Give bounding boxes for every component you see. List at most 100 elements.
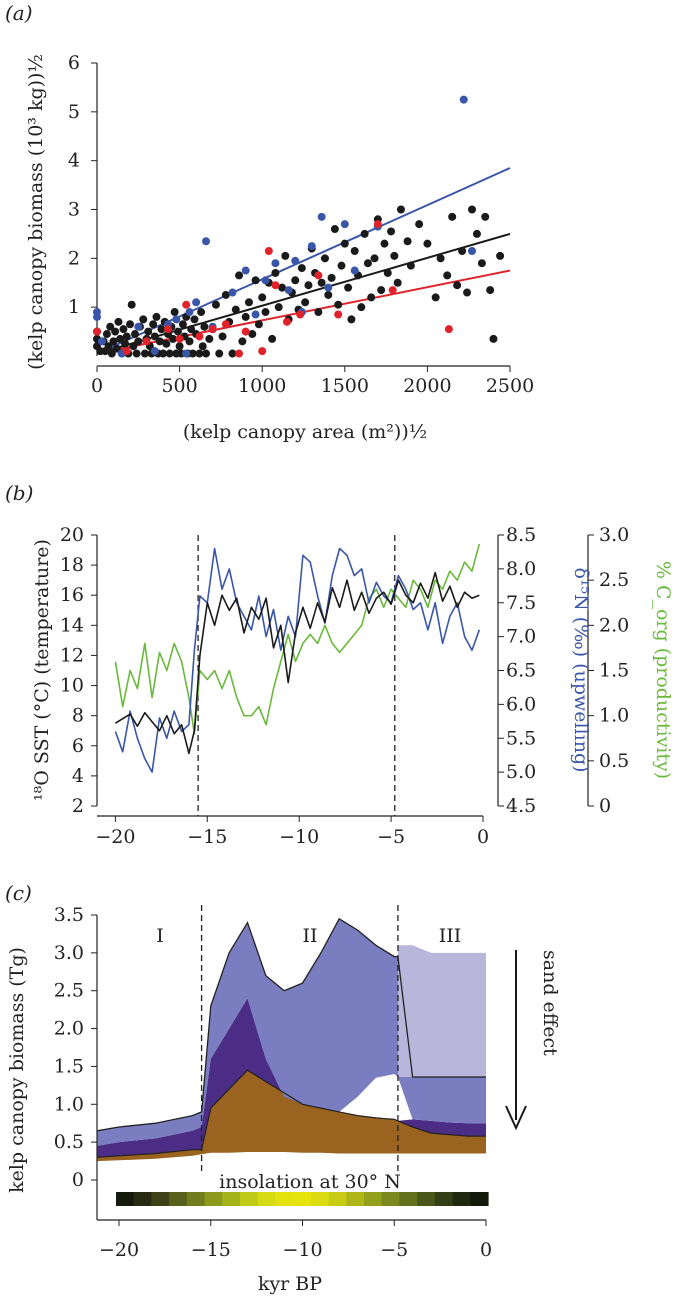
y-tick-label-d15n: 8.5 <box>506 524 536 546</box>
data-point <box>140 349 149 358</box>
x-tick-label: −20 <box>99 1239 139 1261</box>
insolation-cell <box>222 1192 241 1206</box>
area-band <box>97 1070 486 1162</box>
panel-c: (c) 0 0.5 1.0 1.5 2.0 2.5 3.0 3.5 −20 −15 −10 −5 0 I… <box>5 881 561 1295</box>
data-point <box>126 320 135 329</box>
data-point <box>132 349 141 358</box>
data-point <box>350 247 359 256</box>
data-point <box>297 264 306 273</box>
data-point <box>111 327 120 336</box>
data-point <box>211 300 220 309</box>
data-point <box>228 288 237 297</box>
data-point <box>152 312 161 321</box>
data-point <box>268 334 277 343</box>
data-point <box>129 342 138 351</box>
data-point <box>363 259 372 268</box>
insolation-cell <box>133 1192 152 1206</box>
y-tick-label: 2 <box>68 247 80 269</box>
data-point <box>149 320 158 329</box>
data-point <box>248 330 257 339</box>
data-point <box>150 332 159 341</box>
data-point <box>453 281 462 290</box>
area-band <box>97 918 486 1146</box>
data-point <box>97 337 106 346</box>
x-tick-label: 1500 <box>321 375 369 397</box>
panel-b-series <box>114 543 481 773</box>
data-point <box>261 276 270 285</box>
data-point <box>244 298 253 307</box>
data-point <box>178 320 187 329</box>
data-point <box>202 237 211 246</box>
y-tick-label: 5 <box>68 101 80 123</box>
data-point <box>200 322 209 331</box>
y-tick-label: 4 <box>68 150 80 172</box>
data-point <box>175 334 184 343</box>
data-point <box>377 286 386 295</box>
data-point <box>304 281 313 290</box>
panel-c-ylabel: kelp canopy biomass (Tg) <box>6 947 28 1193</box>
panel-a-axes: 0 500 1000 1500 2000 2500 1 2 3 4 5 6 <box>68 52 534 397</box>
x-tick-label: −15 <box>191 1239 231 1261</box>
data-point <box>104 342 113 351</box>
panel-a-label: (a) <box>5 1 33 25</box>
data-point <box>271 281 280 290</box>
data-point <box>116 334 125 343</box>
data-point <box>192 298 201 307</box>
data-point <box>165 349 174 358</box>
data-point <box>121 339 130 348</box>
region-label-iii: III <box>439 925 462 947</box>
data-point <box>415 220 424 229</box>
sand-effect-arrow <box>505 950 527 1131</box>
panel-b-ylabel-d15n: δ¹⁵N (‰) (upwelling) <box>570 567 592 772</box>
x-tick-label: 0 <box>91 375 103 397</box>
data-point <box>182 349 191 358</box>
data-point <box>347 315 356 324</box>
y-tick-label-d15n: 7.0 <box>506 626 536 648</box>
data-point <box>468 247 477 256</box>
data-point <box>431 293 440 302</box>
data-point <box>190 315 199 324</box>
data-point <box>496 251 505 260</box>
data-point <box>390 251 399 260</box>
data-point <box>130 330 139 339</box>
data-point <box>205 334 214 343</box>
data-point <box>357 303 366 312</box>
data-point <box>314 308 323 317</box>
y-tick-label-sst: 2 <box>72 795 84 817</box>
data-point <box>324 290 333 299</box>
insolation-cell <box>310 1192 330 1206</box>
panel-c-bands <box>96 917 486 1162</box>
data-point <box>168 334 177 343</box>
data-point <box>241 327 250 336</box>
data-point <box>235 349 244 358</box>
x-tick-label: 2000 <box>403 375 451 397</box>
data-point <box>150 347 159 356</box>
y-tick-label-sst: 20 <box>60 524 84 546</box>
panel-a-xlabel: (kelp canopy area (m²))½ <box>183 421 427 443</box>
data-point <box>340 220 349 229</box>
y-tick-label-sst: 18 <box>60 554 84 576</box>
series-line-Corg <box>114 543 481 735</box>
y-tick-label-sst: 14 <box>60 614 84 636</box>
y-tick-label-sst: 4 <box>72 765 84 787</box>
sand-effect-label: sand effect <box>539 950 561 1056</box>
data-point <box>228 349 237 358</box>
data-point <box>185 308 194 317</box>
y-tick-label: 1.0 <box>54 1093 84 1115</box>
data-point <box>122 332 131 341</box>
y-tick-label-corg: 1.5 <box>599 660 629 682</box>
data-point <box>127 300 136 309</box>
data-point <box>251 276 260 285</box>
y-tick-label: 1.5 <box>54 1055 84 1077</box>
y-tick-label-sst: 16 <box>60 584 84 606</box>
data-point <box>317 278 326 287</box>
data-point <box>221 290 230 299</box>
panel-a: (a) 0 500 1000 1500 2000 2500 1 2 3 4 5 6 (kelp can… <box>5 1 534 443</box>
data-point <box>164 325 173 334</box>
region-label-ii: II <box>302 925 317 947</box>
insolation-cell <box>151 1192 170 1206</box>
insolation-cell <box>346 1192 365 1206</box>
data-point <box>175 342 184 351</box>
data-point <box>448 212 457 221</box>
x-tick-label: −10 <box>279 826 319 848</box>
